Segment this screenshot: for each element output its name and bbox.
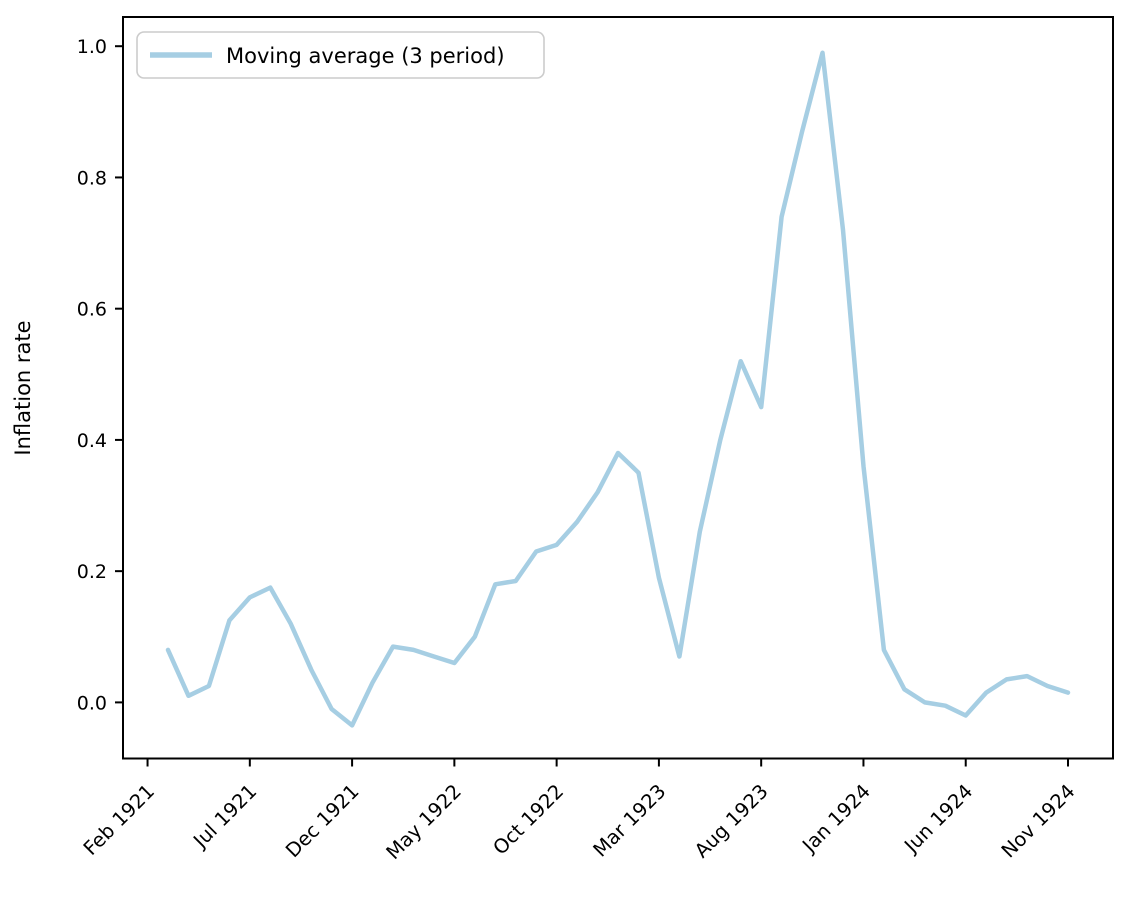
- legend: Moving average (3 period): [136, 31, 545, 79]
- x-tick-label: Dec 1921: [281, 780, 363, 862]
- x-tick-label: Mar 1923: [589, 780, 671, 862]
- y-tick-label: 0.8: [77, 167, 107, 189]
- y-tick-label: 0.2: [77, 561, 107, 583]
- y-tick-label: 0.6: [77, 299, 107, 321]
- y-tick-label: 0.0: [77, 692, 107, 714]
- x-tick-label: Aug 1923: [690, 780, 773, 863]
- legend-label: Moving average (3 period): [226, 44, 505, 68]
- x-tick-label: Nov 1924: [997, 780, 1080, 863]
- x-tick-label: Jan 1924: [797, 780, 875, 858]
- plot-border: [122, 16, 1114, 760]
- x-tick-label: Oct 1922: [489, 780, 569, 860]
- y-axis-label: Inflation rate: [11, 320, 35, 455]
- y-tick-label: 0.4: [77, 430, 107, 452]
- y-tick-label: 1.0: [77, 36, 107, 58]
- x-tick-label: May 1922: [382, 780, 466, 864]
- x-tick-label: Jun 1924: [899, 780, 978, 859]
- x-tick-label: Feb 1921: [79, 780, 159, 860]
- x-axis-ticks: Feb 1921 Jul 1921 Dec 1921 May 1922 Oct 1922…: [79, 758, 1080, 864]
- moving-average-line: [165, 50, 1071, 728]
- y-axis-ticks: 0.0 0.2 0.4 0.6 0.8 1.0: [77, 36, 123, 714]
- x-tick-label: Jul 1921: [188, 780, 262, 854]
- legend-box: [136, 31, 545, 79]
